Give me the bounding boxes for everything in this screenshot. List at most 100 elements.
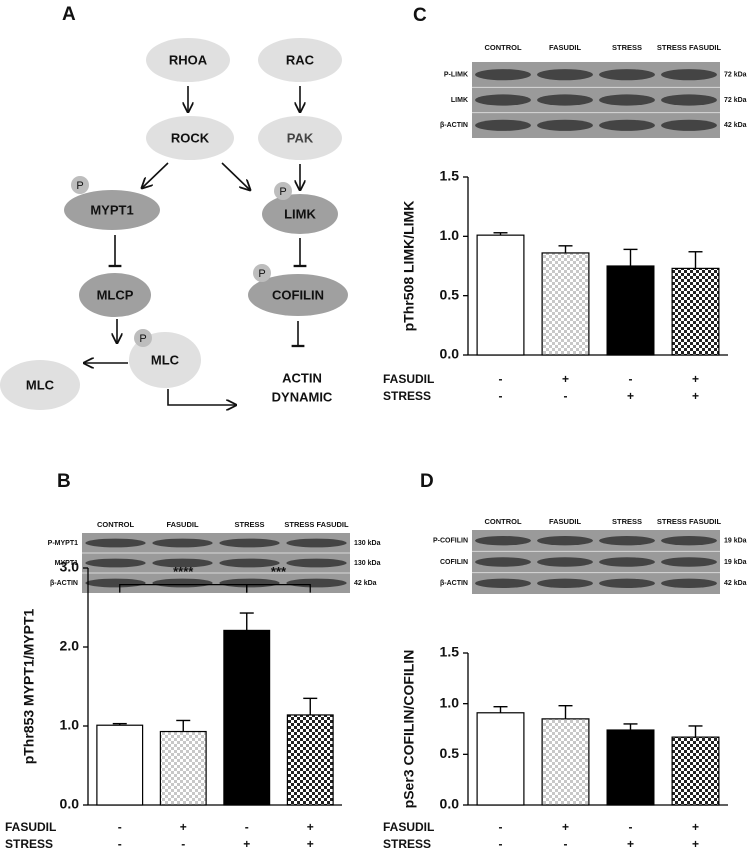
blot-row-label: COFILIN <box>440 559 468 566</box>
node-label: ROCK <box>171 130 210 145</box>
node-label: LIMK <box>284 206 316 221</box>
lane-label: STRESS FASUDIL <box>657 43 722 52</box>
blot-band <box>599 119 655 131</box>
arrow <box>142 162 169 188</box>
blot-band <box>661 535 717 546</box>
bar <box>223 629 271 806</box>
diagram: A RHOA RAC ROCK PAK MYPT1 LIMK MLCP COFI… <box>0 4 348 410</box>
blot-row-label: LIMK <box>451 97 468 104</box>
bar <box>476 234 525 356</box>
lane-label: FASUDIL <box>166 520 199 529</box>
node-label: PAK <box>287 130 314 145</box>
panel-letter: B <box>57 471 71 492</box>
condition-sign: - <box>181 837 185 850</box>
lane-label: STRESS FASUDIL <box>657 517 722 526</box>
blot-row-label: β-ACTIN <box>440 122 468 129</box>
lane-label: STRESS <box>612 517 642 526</box>
bar <box>96 724 144 806</box>
bar <box>606 729 655 806</box>
blot-band <box>219 538 280 548</box>
phospho-label: P <box>76 180 83 192</box>
outcome-label: DYNAMIC <box>272 389 333 404</box>
blot-size-label: 72 kDa <box>724 97 747 104</box>
condition-sign: - <box>499 820 503 834</box>
y-tick-label: 1.5 <box>440 168 460 184</box>
condition-label: FASUDIL <box>383 372 434 386</box>
blot-row-label: P-COFILIN <box>433 538 468 545</box>
panel-letter: A <box>62 4 76 25</box>
y-tick-label: 1.0 <box>440 227 460 243</box>
lane-label: CONTROL <box>484 43 521 52</box>
panel-letter: C <box>413 5 427 26</box>
y-tick-label: 3.0 <box>60 559 80 575</box>
phospho-badge <box>253 264 271 282</box>
condition-sign: - <box>499 837 503 850</box>
condition-sign: - <box>499 389 503 403</box>
condition-label: STRESS <box>5 837 53 850</box>
blot-band <box>219 578 280 588</box>
blot-row-label: β-ACTIN <box>50 580 78 587</box>
condition-sign: + <box>307 820 314 834</box>
blot-band <box>475 578 531 589</box>
condition-label: STRESS <box>383 837 431 850</box>
blot-band <box>537 69 593 81</box>
node-label: RAC <box>286 52 315 67</box>
y-tick-label: 0.5 <box>440 745 460 761</box>
blot-band <box>537 557 593 567</box>
bar <box>541 252 590 356</box>
condition-sign: - <box>629 820 633 834</box>
bar <box>606 265 655 356</box>
blot-size-label: 42 kDa <box>354 580 377 587</box>
node-shape <box>146 116 234 160</box>
blot-size-label: 19 kDa <box>724 559 747 566</box>
condition-sign: - <box>629 372 633 386</box>
blot-row-label: MYPT1 <box>55 560 78 567</box>
blot-size-label: 42 kDa <box>724 580 747 587</box>
bar <box>286 714 334 806</box>
lane-label: FASUDIL <box>549 43 582 52</box>
node-shape <box>64 190 160 230</box>
condition-sign: + <box>627 837 634 850</box>
node-label: MYPT1 <box>90 202 133 217</box>
significance-label: *** <box>271 564 287 579</box>
y-tick-label: 0.0 <box>60 796 80 812</box>
condition-sign: - <box>245 820 249 834</box>
condition-label: FASUDIL <box>383 820 434 834</box>
blot-band <box>85 538 146 548</box>
node-label: MLCP <box>97 287 134 302</box>
blot-band <box>537 578 593 589</box>
blot-band <box>661 94 717 106</box>
y-tick-label: 0.0 <box>440 346 460 362</box>
blot-band <box>599 69 655 81</box>
blot-band <box>286 538 347 548</box>
blot-band <box>475 119 531 131</box>
y-tick-label: 0.0 <box>440 796 460 812</box>
node-shape <box>262 194 338 234</box>
condition-sign: + <box>692 837 699 850</box>
node-shape <box>258 38 342 82</box>
blot-band <box>286 558 347 568</box>
blot-band <box>537 94 593 106</box>
bar <box>476 712 525 806</box>
blot-band <box>661 69 717 81</box>
node-label: MLC <box>26 377 55 392</box>
y-tick-label: 1.5 <box>440 644 460 660</box>
blot-row-label: P-LIMK <box>444 72 468 79</box>
phospho-label: P <box>139 333 146 345</box>
y-axis-label: pThr508 LIMK/LIMK <box>401 201 417 332</box>
lane-label: STRESS <box>234 520 264 529</box>
blot-band <box>152 558 213 568</box>
blot-band <box>537 119 593 131</box>
node-label: MLC <box>151 352 180 367</box>
condition-sign: + <box>562 372 569 386</box>
blot-band <box>85 578 146 588</box>
blot-band <box>152 538 213 548</box>
lane-label: STRESS FASUDIL <box>284 520 349 529</box>
condition-label: STRESS <box>383 389 431 403</box>
outcome-label: ACTIN <box>282 370 322 385</box>
condition-sign: + <box>692 389 699 403</box>
y-axis-label: pSer3 COFILIN/COFILIN <box>401 650 417 809</box>
condition-sign: - <box>499 372 503 386</box>
blot-band <box>661 578 717 589</box>
lane-label: FASUDIL <box>549 517 582 526</box>
